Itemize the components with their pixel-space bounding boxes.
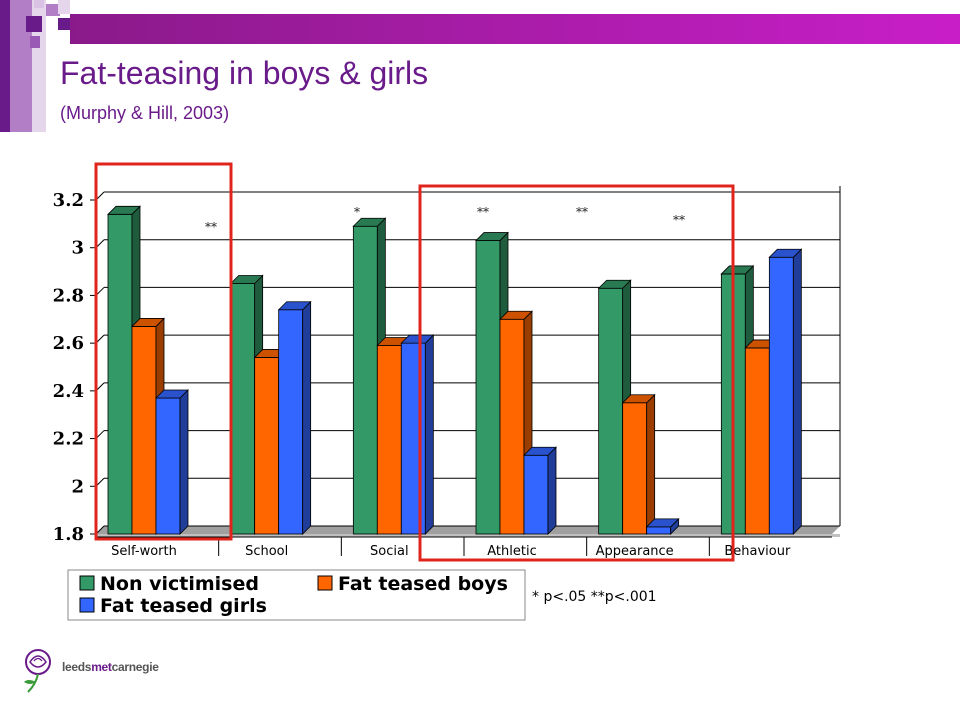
rose-logo-icon xyxy=(24,649,51,693)
bars xyxy=(107,205,803,535)
logo-text-suffix: carnegie xyxy=(111,660,159,674)
bar xyxy=(523,446,557,535)
highlight-box-social-appearance xyxy=(418,184,735,562)
x-tick-label: Appearance xyxy=(596,544,674,559)
significance-markers: *** ** **** xyxy=(205,205,685,234)
y-tick-label: 2 xyxy=(71,476,84,497)
significance-marker: ** xyxy=(673,213,685,227)
slide-decoration xyxy=(0,0,960,132)
x-tick-label: Behaviour xyxy=(724,544,791,559)
legend-label: Non victimised xyxy=(100,573,259,595)
y-tick-label: 3.2 xyxy=(53,190,84,211)
x-tick-label: Social xyxy=(370,544,409,559)
plot-floor-edge xyxy=(96,534,840,537)
significance-marker: ** xyxy=(576,205,588,219)
y-tick-label: 2.4 xyxy=(53,381,84,402)
significance-marker: * xyxy=(354,205,360,219)
legend: Non victimised Fat teased boys Fat teased … xyxy=(67,569,526,621)
x-axis: Self-worth School Social Athletic Appearance… xyxy=(96,536,832,559)
y-tick-label: 2.8 xyxy=(53,285,84,306)
bar xyxy=(131,317,165,535)
y-tick-label: 3 xyxy=(71,238,84,259)
legend-swatch xyxy=(317,575,333,591)
bar xyxy=(155,389,189,535)
legend-swatch xyxy=(79,597,95,613)
bar xyxy=(768,248,803,535)
bar xyxy=(277,300,312,535)
legend-label: Fat teased girls xyxy=(100,595,267,617)
y-tick-label: 2.2 xyxy=(53,429,84,450)
highlight-boxes xyxy=(94,162,735,562)
bar xyxy=(645,517,680,535)
significance-marker: ** xyxy=(477,205,489,219)
logo-text: leedsmetcarnegie xyxy=(62,660,159,674)
legend-box xyxy=(67,569,526,621)
logo-text-middle: met xyxy=(91,660,112,674)
y-axis: 1.8 2 2.2 2.4 2.6 2.8 3 3.2 xyxy=(53,186,841,545)
bar xyxy=(621,393,656,535)
y-tick-label: 2.6 xyxy=(53,333,84,354)
x-tick-label: Athletic xyxy=(487,544,536,559)
slide-title: Fat-teasing in boys & girls xyxy=(60,55,429,91)
x-tick-label: School xyxy=(245,544,288,559)
logo-text-prefix: leeds xyxy=(62,660,92,674)
bar xyxy=(400,334,435,535)
y-tick-label: 1.8 xyxy=(53,524,84,545)
significance-marker: ** xyxy=(205,220,217,234)
bar-chart: 1.8 2 2.2 2.4 2.6 2.8 3 3.2 Self-worth School Soc… xyxy=(53,162,841,621)
highlight-box-self-worth xyxy=(94,162,233,541)
significance-footnote: * p<.05 **p<.001 xyxy=(532,589,657,605)
x-tick-label: Self-worth xyxy=(111,544,177,559)
legend-label: Fat teased boys xyxy=(338,573,508,595)
slide-subtitle: (Murphy & Hill, 2003) xyxy=(60,103,230,123)
legend-swatch xyxy=(79,575,95,591)
